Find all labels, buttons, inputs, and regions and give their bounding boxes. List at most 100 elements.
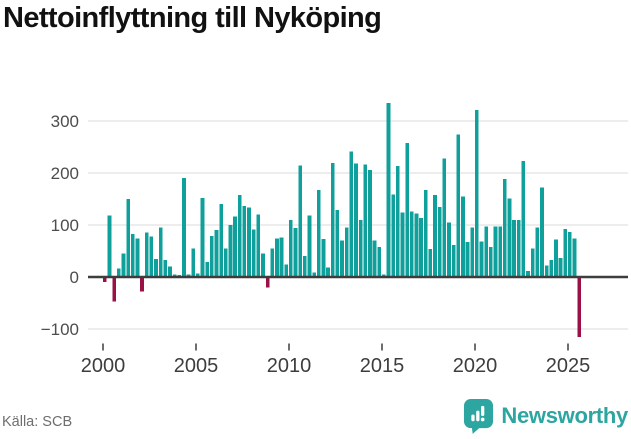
bar-2007-Q3 [242, 205, 247, 277]
bar-2011-Q1 [307, 215, 312, 277]
bar-2003-Q3 [168, 266, 172, 277]
bar-2017-Q1 [419, 218, 423, 277]
bar-2011-Q3 [316, 190, 321, 277]
bar-2010-Q2 [293, 228, 298, 277]
bar-2014-Q3 [372, 240, 377, 277]
bar-2004-Q2 [182, 178, 186, 277]
bar-2018-Q3 [447, 222, 451, 277]
bar-2013-Q1 [344, 227, 349, 277]
bar-2017-Q2 [423, 190, 428, 277]
bar-2005-Q4 [209, 235, 214, 277]
bar-2012-Q2 [330, 163, 335, 277]
bar-2014-Q2 [368, 169, 372, 277]
bar-2024-Q4 [563, 229, 568, 277]
newsworthy-logo[interactable]: Newsworthy [463, 398, 628, 434]
y-axis-label-100: 100 [51, 216, 79, 235]
bar-2014-Q4 [377, 246, 382, 277]
x-axis-label-2020: 2020 [453, 355, 498, 377]
bar-2012-Q1 [326, 267, 330, 277]
bar-2021-Q3 [502, 179, 507, 277]
bar-2008-Q4 [265, 277, 270, 288]
bar-2007-Q2 [237, 194, 242, 277]
bar-2000-Q1 [103, 277, 107, 283]
bar-2018-Q1 [437, 206, 442, 277]
bar-2001-Q2 [126, 199, 130, 277]
bar-2019-Q4 [470, 227, 475, 277]
bar-2021-Q4 [507, 198, 512, 277]
chart-title: Nettoinflyttning till Nyköping [3, 2, 382, 34]
bar-2024-Q1 [549, 259, 554, 277]
bar-2001-Q4 [135, 238, 140, 277]
newsworthy-icon [464, 399, 494, 434]
bar-2012-Q3 [335, 209, 340, 277]
bar-2006-Q4 [228, 225, 233, 277]
bar-2016-Q2 [405, 142, 409, 277]
x-axis-label-2010: 2010 [267, 355, 312, 377]
bar-2019-Q3 [465, 242, 470, 277]
bar-2007-Q1 [233, 216, 237, 277]
bar-2002-Q2 [144, 232, 149, 277]
bar-2024-Q2 [554, 239, 558, 277]
bar-2007-Q4 [247, 207, 251, 277]
bar-2022-Q2 [516, 219, 521, 277]
bar-2014-Q1 [363, 164, 368, 277]
bar-2009-Q2 [275, 238, 279, 277]
bar-2016-Q4 [414, 213, 419, 277]
y-axis-label-200: 200 [51, 164, 79, 183]
bar-2006-Q2 [219, 204, 223, 277]
bar-2012-Q4 [340, 240, 344, 277]
bar-2021-Q1 [493, 226, 498, 277]
bar-2017-Q4 [433, 194, 437, 277]
bar-2022-Q4 [526, 270, 530, 277]
bar-2003-Q2 [163, 259, 168, 277]
bar-2010-Q4 [302, 256, 307, 277]
bar-2008-Q2 [256, 214, 261, 277]
bar-2000-Q3 [112, 277, 116, 302]
bar-2000-Q4 [116, 268, 121, 277]
bar-2022-Q3 [521, 161, 526, 277]
bar-2020-Q2 [479, 241, 484, 277]
bar-2023-Q1 [530, 248, 535, 277]
bar-2006-Q3 [223, 248, 228, 277]
bar-2004-Q4 [191, 248, 196, 277]
bar-2013-Q2 [349, 151, 354, 277]
bar-2001-Q3 [130, 233, 135, 277]
bar-2020-Q1 [475, 110, 479, 277]
bar-2023-Q3 [540, 187, 544, 277]
bar-2019-Q2 [461, 196, 465, 277]
x-axis-label-2025: 2025 [546, 355, 591, 377]
bar-2011-Q4 [321, 239, 326, 277]
bar-2018-Q2 [442, 158, 447, 277]
bar-2005-Q2 [200, 197, 205, 277]
bar-2006-Q1 [214, 230, 219, 277]
source-caption: Källa: SCB [2, 414, 73, 430]
bar-2025-Q2 [572, 238, 577, 277]
bar-2020-Q3 [484, 226, 488, 277]
bar-2002-Q4 [154, 258, 158, 277]
bar-2008-Q1 [251, 229, 256, 277]
bar-2015-Q3 [391, 194, 395, 277]
bar-2017-Q3 [428, 248, 433, 277]
bar-2002-Q3 [149, 236, 154, 277]
bar-2001-Q1 [121, 253, 126, 277]
x-axis-label-2015: 2015 [360, 355, 405, 377]
bar-2005-Q1 [196, 273, 200, 277]
bar-2009-Q4 [284, 264, 289, 277]
bar-2016-Q3 [409, 211, 414, 277]
bar-2024-Q3 [558, 257, 563, 277]
bar-2016-Q1 [400, 212, 405, 277]
bar-2002-Q1 [140, 277, 144, 292]
bar-2022-Q1 [512, 219, 516, 277]
bar-2000-Q2 [107, 215, 112, 277]
bar-2025-Q1 [568, 231, 572, 277]
newsworthy-wordmark: Newsworthy [501, 403, 628, 428]
bar-2010-Q3 [298, 165, 302, 277]
bar-2025-Q3 [577, 277, 581, 337]
bar-2005-Q3 [205, 261, 209, 277]
bar-2015-Q4 [395, 166, 400, 277]
bar-2023-Q4 [544, 265, 549, 277]
bar-2009-Q1 [270, 248, 275, 277]
bar-2015-Q2 [386, 102, 391, 277]
